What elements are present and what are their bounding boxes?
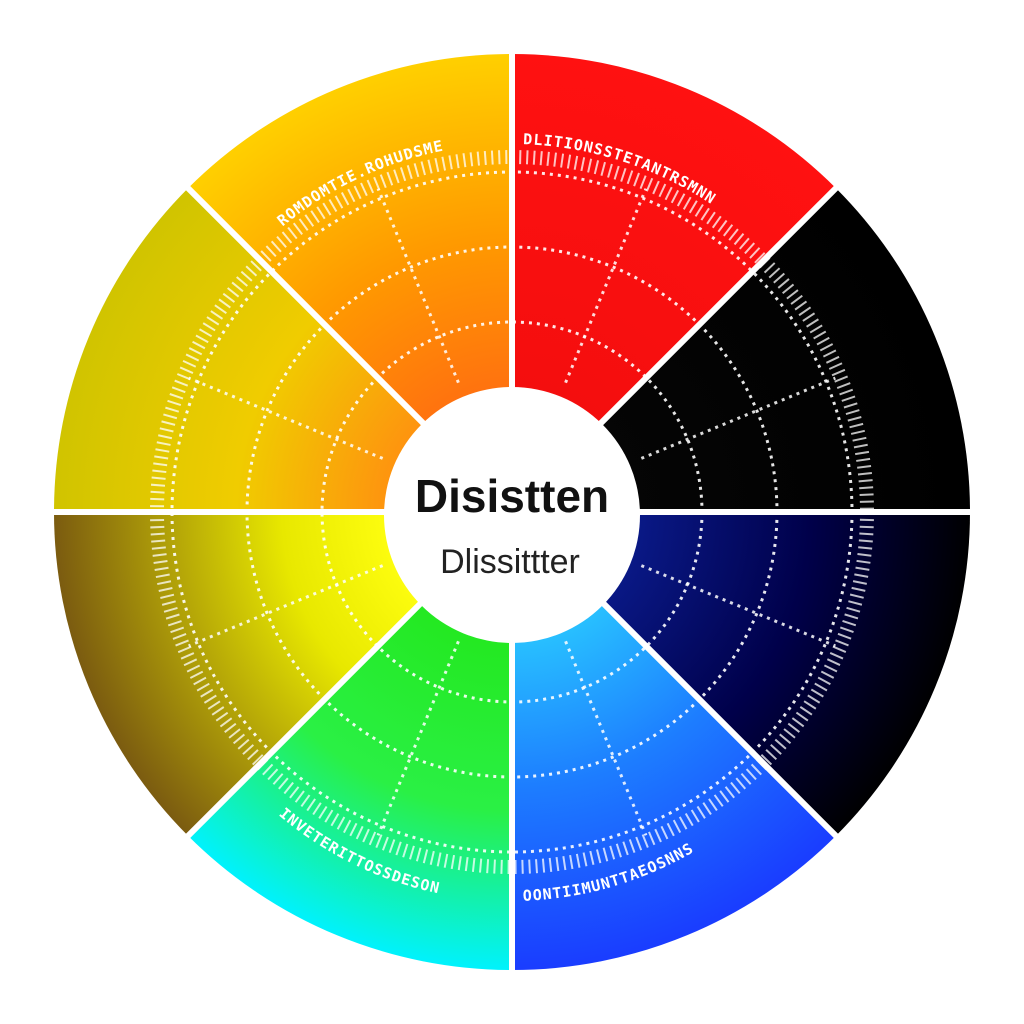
dotted-spoke-7 xyxy=(188,376,384,460)
dotted-spoke-6 xyxy=(188,564,384,648)
dotted-spoke-3 xyxy=(640,564,836,648)
dotted-spoke-1 xyxy=(564,188,648,384)
dotted-spoke-4 xyxy=(564,640,648,836)
segment-olive xyxy=(54,512,512,836)
dotted-spokes xyxy=(188,188,836,836)
center-hub xyxy=(384,387,640,643)
segment-red xyxy=(512,54,836,512)
dotted-spoke-5 xyxy=(376,640,460,836)
dotted-spoke-2 xyxy=(640,376,836,460)
segment-black xyxy=(512,188,970,513)
segment-blue xyxy=(512,512,836,970)
segment-cyan xyxy=(188,512,513,970)
dotted-spoke-8 xyxy=(376,188,460,384)
center-subtitle: Dlissittter xyxy=(440,543,580,581)
center-title: Disistten xyxy=(415,470,609,522)
segment-navy xyxy=(512,512,970,836)
